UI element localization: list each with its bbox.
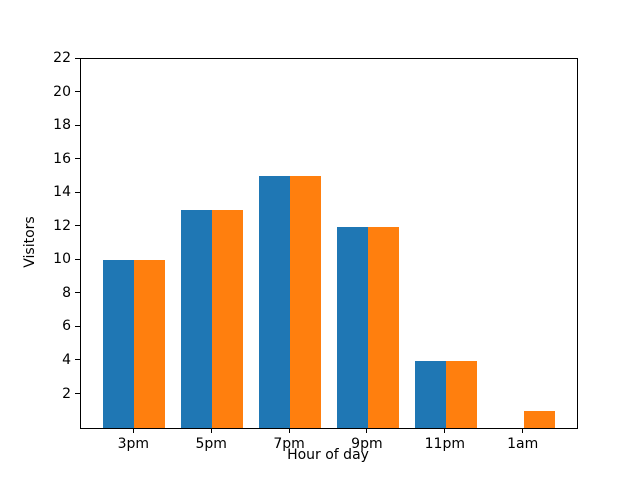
x-tick-label-9pm: 9pm — [351, 436, 383, 452]
bar-5pm-series-1 — [181, 209, 213, 428]
bar-3pm-series-2 — [134, 260, 166, 428]
y-tick-mark-10 — [75, 258, 80, 260]
bar-7pm-series-1 — [258, 176, 291, 428]
y-tick-label-8: 8 — [62, 284, 71, 301]
y-tick-label-16: 16 — [53, 150, 71, 167]
y-tick-mark-22 — [75, 57, 80, 59]
y-tick-label-4: 4 — [62, 351, 71, 368]
bar-9pm-series-1 — [336, 226, 368, 428]
y-tick-mark-6 — [75, 325, 80, 327]
y-tick-mark-8 — [75, 292, 80, 294]
y-tick-label-6: 6 — [62, 318, 71, 335]
x-tick-label-3pm: 3pm — [117, 436, 150, 452]
y-tick-mark-14 — [75, 191, 80, 193]
y-tick-label-22: 22 — [53, 50, 71, 66]
y-tick-label-12: 12 — [53, 217, 71, 234]
y-tick-label-20: 20 — [53, 83, 71, 100]
bar-1am-series-2 — [523, 411, 555, 428]
bar-11pm-series-2 — [445, 360, 477, 428]
x-tick-mark-3pm — [132, 428, 134, 433]
x-tick-mark-11pm — [444, 428, 446, 433]
y-tick-label-18: 18 — [53, 117, 71, 134]
x-tick-mark-5pm — [210, 428, 212, 433]
bar-3pm-series-1 — [103, 260, 135, 428]
x-tick-label-11pm: 11pm — [424, 436, 465, 452]
y-tick-mark-20 — [75, 91, 80, 92]
x-tick-label-7pm: 7pm — [273, 436, 305, 452]
y-tick-label-14: 14 — [53, 184, 71, 201]
y-axis-label: Visitors — [22, 216, 38, 268]
y-tick-mark-2 — [75, 393, 80, 394]
x-axis-label: Hour of day — [287, 447, 369, 463]
y-tick-mark-4 — [75, 359, 80, 361]
bar-11pm-series-1 — [414, 360, 446, 428]
x-tick-mark-1am — [522, 428, 524, 433]
y-tick-label-2: 2 — [62, 385, 71, 402]
bar-7pm-series-2 — [290, 176, 322, 428]
x-tick-label-1am: 1am — [507, 436, 539, 452]
bar-5pm-series-2 — [212, 209, 244, 428]
y-tick-label-10: 10 — [53, 251, 71, 268]
y-tick-mark-16 — [75, 158, 80, 160]
y-tick-mark-12 — [75, 225, 80, 227]
x-tick-label-5pm: 5pm — [195, 436, 227, 452]
bar-9pm-series-2 — [367, 226, 400, 428]
x-tick-mark-7pm — [288, 428, 290, 433]
plot-area — [80, 58, 578, 429]
x-tick-mark-9pm — [366, 428, 368, 433]
y-tick-mark-18 — [75, 124, 80, 126]
